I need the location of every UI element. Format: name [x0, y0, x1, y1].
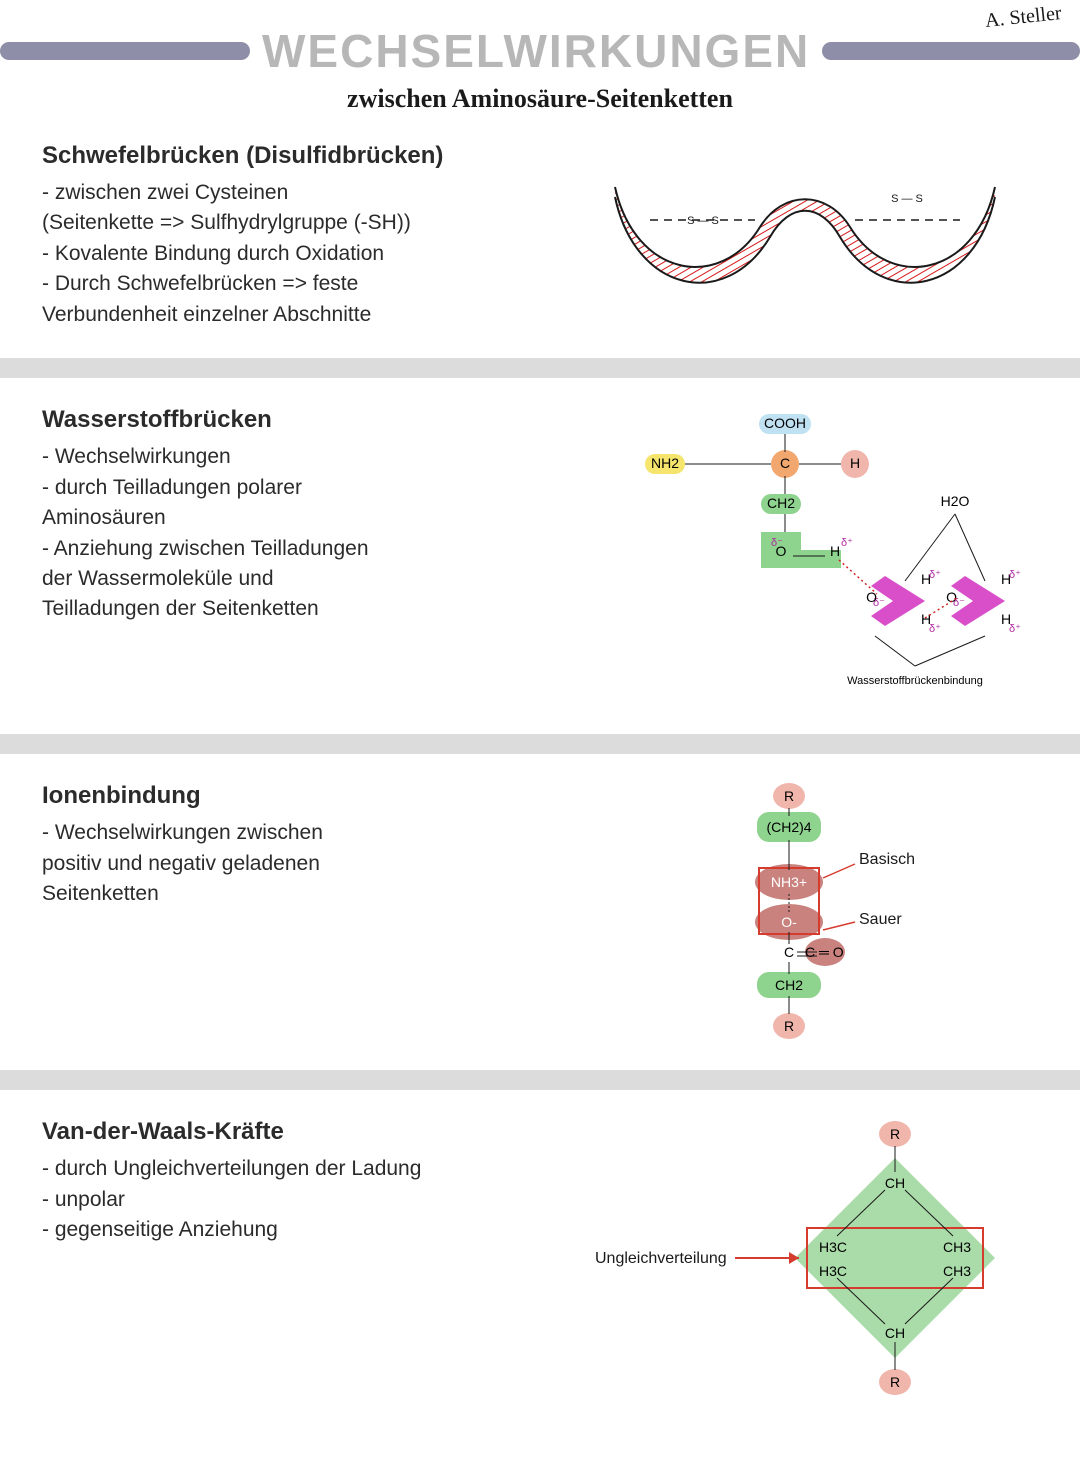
section-hbond: Wasserstoffbrücken - Wechselwirkungen - …	[0, 378, 1080, 734]
section-ionic: Ionenbindung - Wechselwirkungen zwischen…	[0, 754, 1080, 1070]
ion-ch24: (CH2)4	[766, 819, 811, 835]
disulfide-figure: S — S S — S	[572, 142, 1038, 330]
vdw-figure: R CH H3C H3C CH3 CH3 CH R Ungleichvertei…	[572, 1118, 1038, 1398]
ion-nh3: NH3+	[771, 874, 807, 890]
section-divider	[0, 734, 1080, 754]
ionic-heading: Ionenbindung	[42, 782, 542, 810]
bridge-label-right: S — S	[891, 193, 923, 205]
ion-ann-acid: Sauer	[859, 911, 902, 928]
atom-nh2: NH2	[651, 455, 679, 471]
bridge-label-left: S — S	[687, 215, 719, 227]
vdw-ch-top: CH	[885, 1175, 905, 1191]
vdw-r-bot: R	[890, 1374, 900, 1390]
ion-ominus: O-	[781, 914, 797, 930]
water-molecule-1: δ⁻ O H H δ⁺ δ⁺	[866, 569, 941, 635]
atom-hdelta: H	[830, 543, 840, 559]
hbond-body: - Wechselwirkungen - durch Teilladungen …	[42, 442, 542, 625]
vdw-ann: Ungleichverteilung	[595, 1250, 727, 1267]
ion-ann-basic: Basisch	[859, 851, 915, 868]
atom-ch2: CH2	[767, 495, 795, 511]
vdw-r-top: R	[890, 1126, 900, 1142]
disulfide-heading: Schwefelbrücken (Disulfidbrücken)	[42, 142, 542, 170]
atom-c: C	[780, 455, 790, 471]
w1-o: O	[866, 589, 877, 605]
vdw-h3c-1: H3C	[819, 1239, 847, 1255]
vdw-ch3-2: CH3	[943, 1263, 971, 1279]
atom-h: H	[850, 455, 860, 471]
accent-bar-left	[0, 42, 250, 60]
hbond-figure: COOH NH2 C H CH2 O H δ⁻ δ⁺ H2O δ⁻ O H H …	[572, 406, 1038, 706]
section-divider	[0, 358, 1080, 378]
hbond-caption: Wasserstoffbrückenbindung	[847, 675, 983, 687]
ion-ch2: CH2	[775, 977, 803, 993]
section-disulfide: Schwefelbrücken (Disulfidbrücken) - zwis…	[0, 114, 1080, 358]
vdw-h3c-2: H3C	[819, 1263, 847, 1279]
label-h2o: H2O	[941, 493, 970, 509]
ion-r-top: R	[784, 788, 794, 804]
page-subtitle: zwischen Aminosäure-Seitenketten	[0, 84, 1080, 114]
delta-minus-1: δ⁻	[771, 537, 783, 549]
page-title: WECHSELWIRKUNGEN	[250, 24, 822, 78]
vdw-ch3-1: CH3	[943, 1239, 971, 1255]
vdw-body: - durch Ungleichverteilungen der Ladung …	[42, 1154, 542, 1245]
page-header: A. Steller WECHSELWIRKUNGEN zwischen Ami…	[0, 0, 1080, 114]
accent-bar-right	[822, 42, 1080, 60]
w1-h2-charge: δ⁺	[929, 623, 941, 635]
hbond-heading: Wasserstoffbrücken	[42, 406, 542, 434]
ion-co: C ═ O	[805, 944, 844, 960]
w1-h1-charge: δ⁺	[929, 569, 941, 581]
vdw-heading: Van-der-Waals-Kräfte	[42, 1118, 542, 1146]
disulfide-body: - zwischen zwei Cysteinen (Seitenkette =…	[42, 178, 542, 330]
section-divider	[0, 1070, 1080, 1090]
delta-plus-1: δ⁺	[841, 537, 853, 549]
ionic-body: - Wechselwirkungen zwischen positiv und …	[42, 818, 542, 909]
title-row: WECHSELWIRKUNGEN	[0, 24, 1080, 78]
section-vdw: Van-der-Waals-Kräfte - durch Ungleichver…	[0, 1090, 1080, 1458]
w2-o: O	[946, 589, 957, 605]
ion-r-bot: R	[784, 1018, 794, 1034]
atom-cooh: COOH	[764, 415, 806, 431]
w2-h2-charge: δ⁺	[1009, 623, 1021, 635]
ion-c: C	[784, 944, 794, 960]
ionic-figure: R (CH2)4 NH3+ O- C ═ O C CH2 R Basisch S…	[572, 782, 1038, 1042]
vdw-ch-bot: CH	[885, 1325, 905, 1341]
w2-h1-charge: δ⁺	[1009, 569, 1021, 581]
